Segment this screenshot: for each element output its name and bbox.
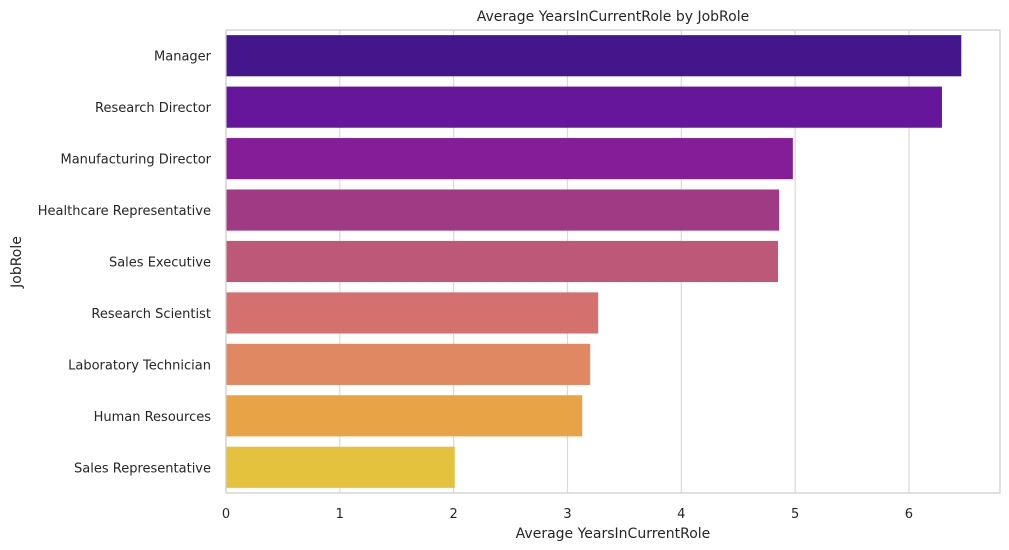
x-axis-label: Average YearsInCurrentRole bbox=[516, 526, 711, 542]
bar bbox=[226, 35, 962, 77]
bar bbox=[226, 138, 793, 180]
bar bbox=[226, 395, 583, 437]
y-axis-label: JobRole bbox=[9, 236, 25, 289]
bar bbox=[226, 343, 591, 385]
y-tick-label: Research Scientist bbox=[91, 307, 211, 322]
x-tick-label: 5 bbox=[791, 507, 799, 522]
bar bbox=[226, 86, 942, 128]
y-tick-label: Sales Executive bbox=[109, 256, 211, 271]
x-tick-label: 2 bbox=[450, 507, 458, 522]
bars bbox=[226, 35, 962, 488]
y-tick-label: Manager bbox=[154, 50, 212, 65]
plot-frame bbox=[225, 29, 1001, 494]
x-tick-label: 3 bbox=[563, 507, 571, 522]
y-tick-label: Laboratory Technician bbox=[68, 358, 211, 373]
y-tick-label: Sales Representative bbox=[74, 461, 211, 476]
x-tick-label: 6 bbox=[905, 507, 913, 522]
y-tick-label: Human Resources bbox=[94, 410, 212, 425]
chart-title: Average YearsInCurrentRole by JobRole bbox=[477, 9, 749, 25]
y-tick-label: Manufacturing Director bbox=[61, 153, 212, 168]
y-tick-labels: Manager Research Director Manufacturing Di… bbox=[38, 50, 212, 477]
x-tick-label: 0 bbox=[222, 507, 230, 522]
x-tick-label: 4 bbox=[677, 507, 685, 522]
bar bbox=[226, 292, 599, 334]
y-tick-label: Research Director bbox=[95, 101, 212, 116]
bar bbox=[226, 240, 779, 283]
bar bbox=[226, 446, 455, 488]
bar bbox=[226, 189, 780, 231]
x-tick-labels: 0 1 2 3 4 5 6 bbox=[222, 507, 913, 522]
y-tick-label: Healthcare Representative bbox=[38, 204, 211, 219]
x-tick-label: 1 bbox=[336, 507, 344, 522]
